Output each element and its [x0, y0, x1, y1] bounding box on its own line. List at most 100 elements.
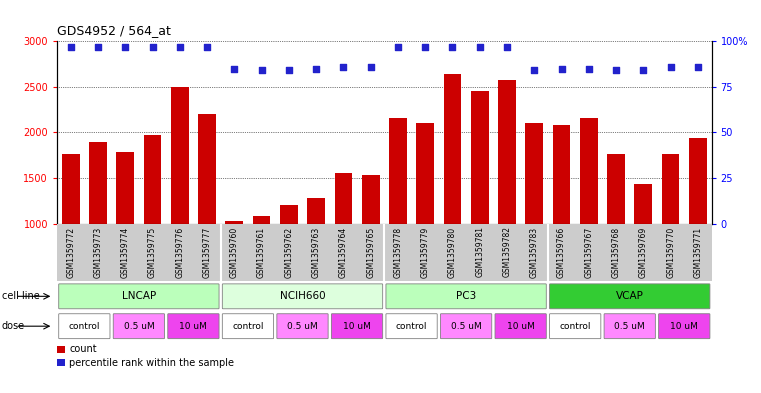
FancyBboxPatch shape: [495, 314, 546, 339]
Text: GSM1359782: GSM1359782: [502, 226, 511, 277]
Bar: [361, 175, 380, 224]
Bar: [525, 123, 543, 224]
Point: [392, 44, 404, 50]
Point: [692, 64, 704, 70]
Text: GSM1359771: GSM1359771: [693, 226, 702, 277]
Text: 10 uM: 10 uM: [180, 322, 207, 331]
FancyBboxPatch shape: [549, 314, 601, 339]
Text: GSM1359765: GSM1359765: [366, 226, 375, 278]
Point: [556, 66, 568, 72]
Point: [419, 44, 431, 50]
Text: control: control: [68, 322, 100, 331]
Text: 0.5 uM: 0.5 uM: [123, 322, 154, 331]
Point: [664, 64, 677, 70]
Point: [583, 66, 595, 72]
Point: [92, 44, 104, 50]
Point: [256, 67, 268, 73]
Point: [501, 44, 513, 50]
Bar: [607, 154, 625, 224]
Point: [473, 44, 486, 50]
Text: GSM1359763: GSM1359763: [312, 226, 320, 278]
FancyBboxPatch shape: [386, 284, 546, 309]
FancyBboxPatch shape: [277, 314, 328, 339]
Text: LNCAP: LNCAP: [122, 291, 156, 301]
FancyBboxPatch shape: [167, 314, 219, 339]
Bar: [635, 184, 652, 224]
FancyBboxPatch shape: [222, 314, 274, 339]
Bar: [307, 198, 325, 224]
Text: GSM1359761: GSM1359761: [257, 226, 266, 277]
Text: GSM1359764: GSM1359764: [339, 226, 348, 278]
FancyBboxPatch shape: [113, 314, 164, 339]
Text: GSM1359777: GSM1359777: [202, 226, 212, 278]
Text: 10 uM: 10 uM: [670, 322, 698, 331]
Bar: [144, 135, 161, 224]
Text: 0.5 uM: 0.5 uM: [287, 322, 318, 331]
Text: 10 uM: 10 uM: [343, 322, 371, 331]
FancyBboxPatch shape: [386, 314, 438, 339]
Bar: [471, 90, 489, 224]
Text: cell line: cell line: [2, 291, 40, 301]
FancyBboxPatch shape: [441, 314, 492, 339]
Text: 0.5 uM: 0.5 uM: [451, 322, 482, 331]
Text: percentile rank within the sample: percentile rank within the sample: [69, 358, 234, 368]
Text: GSM1359760: GSM1359760: [230, 226, 239, 278]
Bar: [198, 114, 216, 224]
Text: GSM1359768: GSM1359768: [612, 226, 620, 277]
Bar: [689, 138, 707, 224]
Bar: [552, 125, 571, 224]
Point: [610, 67, 622, 73]
FancyBboxPatch shape: [549, 284, 710, 309]
Bar: [89, 143, 107, 224]
Point: [65, 44, 77, 50]
Text: GSM1359773: GSM1359773: [94, 226, 103, 278]
Text: GSM1359767: GSM1359767: [584, 226, 594, 278]
Text: NCIH660: NCIH660: [280, 291, 325, 301]
Point: [201, 44, 213, 50]
Text: control: control: [232, 322, 264, 331]
Text: GSM1359774: GSM1359774: [121, 226, 129, 278]
Point: [310, 66, 322, 72]
FancyBboxPatch shape: [59, 284, 219, 309]
Bar: [498, 79, 516, 224]
FancyBboxPatch shape: [658, 314, 710, 339]
Point: [228, 66, 240, 72]
Point: [637, 67, 649, 73]
Bar: [62, 154, 80, 224]
Text: GSM1359781: GSM1359781: [476, 226, 484, 277]
Text: GSM1359772: GSM1359772: [66, 226, 75, 277]
Point: [174, 44, 186, 50]
Text: count: count: [69, 344, 97, 354]
Bar: [662, 154, 680, 224]
Bar: [171, 87, 189, 224]
Text: 0.5 uM: 0.5 uM: [614, 322, 645, 331]
FancyBboxPatch shape: [331, 314, 383, 339]
Text: GSM1359775: GSM1359775: [148, 226, 157, 278]
Text: GSM1359776: GSM1359776: [175, 226, 184, 278]
Text: GSM1359783: GSM1359783: [530, 226, 539, 277]
Point: [528, 67, 540, 73]
Text: GSM1359769: GSM1359769: [639, 226, 648, 278]
FancyBboxPatch shape: [222, 284, 383, 309]
Bar: [253, 216, 270, 224]
Text: VCAP: VCAP: [616, 291, 644, 301]
Text: GDS4952 / 564_at: GDS4952 / 564_at: [57, 24, 171, 37]
Point: [119, 44, 132, 50]
Bar: [280, 206, 298, 224]
Text: GSM1359770: GSM1359770: [666, 226, 675, 278]
Point: [447, 44, 459, 50]
Point: [337, 64, 349, 70]
Text: GSM1359762: GSM1359762: [285, 226, 293, 277]
Text: 10 uM: 10 uM: [507, 322, 534, 331]
Point: [365, 64, 377, 70]
Text: GSM1359779: GSM1359779: [421, 226, 430, 278]
Text: control: control: [559, 322, 591, 331]
FancyBboxPatch shape: [59, 314, 110, 339]
Text: GSM1359780: GSM1359780: [448, 226, 457, 277]
Text: PC3: PC3: [456, 291, 476, 301]
Bar: [444, 74, 461, 224]
Text: GSM1359766: GSM1359766: [557, 226, 566, 278]
Bar: [116, 152, 134, 224]
Text: dose: dose: [2, 321, 24, 331]
Text: GSM1359778: GSM1359778: [393, 226, 403, 277]
